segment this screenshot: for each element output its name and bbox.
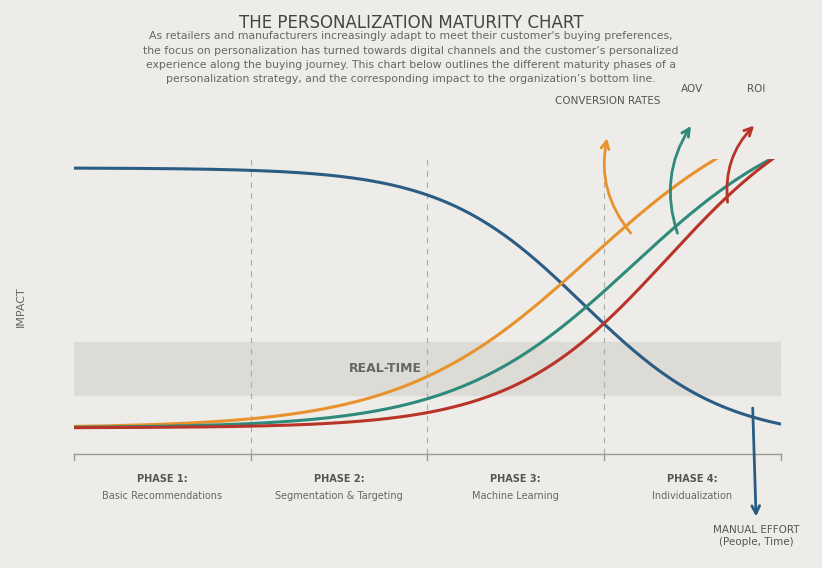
Bar — [74, 342, 781, 395]
Text: REAL-TIME: REAL-TIME — [349, 362, 422, 375]
Text: AOV: AOV — [681, 84, 704, 94]
Text: PHASE 1:: PHASE 1: — [137, 474, 187, 485]
Text: Basic Recommendations: Basic Recommendations — [102, 491, 223, 502]
Text: Segmentation & Targeting: Segmentation & Targeting — [275, 491, 403, 502]
Text: Individualization: Individualization — [653, 491, 732, 502]
Text: PHASE 4:: PHASE 4: — [667, 474, 718, 485]
Text: MANUAL EFFORT
(People, Time): MANUAL EFFORT (People, Time) — [713, 525, 800, 546]
Text: CONVERSION RATES: CONVERSION RATES — [555, 96, 660, 106]
Text: THE PERSONALIZATION MATURITY CHART: THE PERSONALIZATION MATURITY CHART — [238, 14, 584, 32]
Text: As retailers and manufacturers increasingly adapt to meet their customer's buyin: As retailers and manufacturers increasin… — [143, 31, 679, 85]
Text: IMPACT: IMPACT — [16, 286, 25, 327]
Text: ROI: ROI — [747, 84, 765, 94]
Text: PHASE 2:: PHASE 2: — [314, 474, 364, 485]
Text: PHASE 3:: PHASE 3: — [491, 474, 541, 485]
Text: Machine Learning: Machine Learning — [473, 491, 559, 502]
